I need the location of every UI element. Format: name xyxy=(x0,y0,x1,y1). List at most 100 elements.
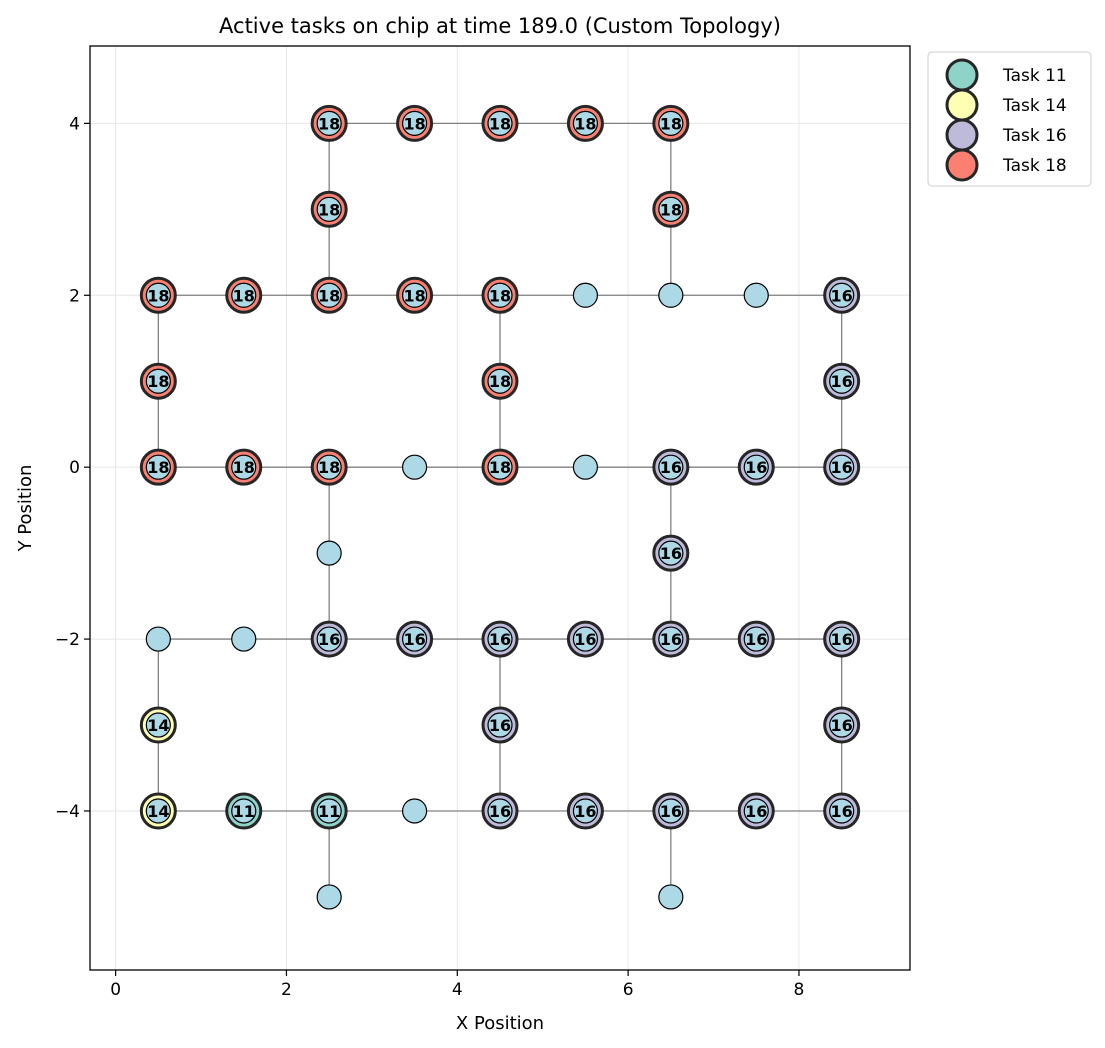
node-marker xyxy=(829,712,855,738)
task-label: 16 xyxy=(831,286,853,305)
node-marker xyxy=(658,196,684,222)
plot-frame xyxy=(89,45,911,971)
task-label: 18 xyxy=(660,114,682,133)
task-node: 14 xyxy=(139,706,177,744)
idle-node xyxy=(401,454,428,480)
node-marker xyxy=(658,884,684,910)
task-node: 16 xyxy=(566,792,604,830)
task-label: 16 xyxy=(660,630,682,649)
task-label: 18 xyxy=(574,114,596,133)
task-node: 16 xyxy=(823,448,861,486)
idle-node xyxy=(231,626,257,652)
task-node: 16 xyxy=(823,706,861,744)
task-node: 18 xyxy=(139,362,177,400)
task-label: 16 xyxy=(831,372,853,391)
task-node: 18 xyxy=(566,104,604,142)
task-node: 16 xyxy=(566,620,604,658)
task-label: 18 xyxy=(403,286,425,305)
node-marker xyxy=(572,798,599,824)
task-label: 18 xyxy=(403,114,425,133)
node-marker xyxy=(316,454,342,480)
task-label: 18 xyxy=(489,114,511,133)
task-node: 16 xyxy=(823,620,861,658)
task-node: 16 xyxy=(823,362,861,400)
task-label: 18 xyxy=(660,200,682,219)
node-marker xyxy=(316,884,342,910)
idle-node xyxy=(316,540,342,566)
idle-node xyxy=(743,282,769,308)
y-axis-ticks: 4 2 0 −2 −4 xyxy=(55,114,90,822)
node-marker xyxy=(487,282,513,308)
task-label: 16 xyxy=(745,802,767,821)
node-marker xyxy=(829,626,855,652)
node-marker xyxy=(658,454,684,480)
node-marker xyxy=(401,110,428,136)
task-node: 11 xyxy=(225,792,263,830)
node-marker xyxy=(145,798,171,824)
task-label: 16 xyxy=(574,802,596,821)
y-tick-label: −2 xyxy=(55,630,80,650)
legend-label: Task 16 xyxy=(1002,126,1067,146)
task-label: 18 xyxy=(233,286,255,305)
task-label: 16 xyxy=(318,630,340,649)
node-marker xyxy=(145,368,171,394)
plot-area: 18 18 18 18 18 18 18 18 18 18 18 18 16 18 18 16 18 18 18 18… xyxy=(90,46,910,970)
node-marker xyxy=(829,368,855,394)
task-label: 14 xyxy=(147,716,169,735)
node-marker xyxy=(572,454,599,480)
node-marker xyxy=(316,282,342,308)
task-label: 16 xyxy=(745,630,767,649)
task-node: 16 xyxy=(823,792,861,830)
task-node: 18 xyxy=(139,276,177,314)
y-tick-label: −4 xyxy=(55,802,80,822)
task-label: 18 xyxy=(489,372,511,391)
node-marker xyxy=(487,798,513,824)
node-marker xyxy=(743,282,769,308)
task-label: 18 xyxy=(147,286,169,305)
legend-marker xyxy=(945,88,979,122)
idle-node xyxy=(316,884,342,910)
task-label: 16 xyxy=(489,630,511,649)
task-label: 18 xyxy=(147,372,169,391)
node-marker xyxy=(572,626,599,652)
task-node: 16 xyxy=(652,534,690,572)
task-node: 16 xyxy=(396,620,434,658)
y-tick-label: 4 xyxy=(69,114,80,134)
task-node: 18 xyxy=(225,448,263,486)
legend-label: Task 18 xyxy=(1002,156,1067,176)
task-node: 18 xyxy=(652,104,690,142)
node-marker xyxy=(316,196,342,222)
task-node: 14 xyxy=(139,792,177,830)
task-label: 18 xyxy=(318,114,340,133)
legend-entry: Task 18 xyxy=(945,148,1067,182)
node-marker xyxy=(743,626,769,652)
task-label: 11 xyxy=(233,802,255,821)
task-label: 18 xyxy=(233,458,255,477)
task-label: 16 xyxy=(574,630,596,649)
task-node: 18 xyxy=(481,362,519,400)
node-marker xyxy=(316,540,342,566)
node-marker xyxy=(658,282,684,308)
legend-label: Task 11 xyxy=(1002,66,1067,86)
task-node: 16 xyxy=(737,620,775,658)
x-axis-label: X Position xyxy=(456,1013,544,1034)
node-marker xyxy=(231,282,257,308)
node-marker xyxy=(658,626,684,652)
task-label: 16 xyxy=(831,458,853,477)
x-tick-label: 4 xyxy=(452,980,463,1000)
task-node: 16 xyxy=(652,448,690,486)
node-marker xyxy=(658,798,684,824)
task-label: 16 xyxy=(831,630,853,649)
y-tick-label: 0 xyxy=(69,458,80,478)
node-marker xyxy=(487,368,513,394)
legend-marker xyxy=(945,118,979,152)
node-marker xyxy=(401,282,428,308)
x-tick-label: 6 xyxy=(623,980,634,1000)
chart-title: Active tasks on chip at time 189.0 (Cust… xyxy=(219,14,781,38)
task-node: 18 xyxy=(139,448,177,486)
task-label: 18 xyxy=(489,286,511,305)
x-tick-label: 0 xyxy=(110,980,121,1000)
task-label: 11 xyxy=(318,802,340,821)
node-marker xyxy=(743,454,769,480)
x-tick-label: 2 xyxy=(281,980,292,1000)
